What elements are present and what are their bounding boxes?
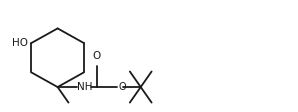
Text: O: O — [92, 51, 101, 61]
Text: O: O — [119, 82, 127, 92]
Text: NH: NH — [77, 82, 93, 92]
Text: HO: HO — [12, 38, 28, 48]
